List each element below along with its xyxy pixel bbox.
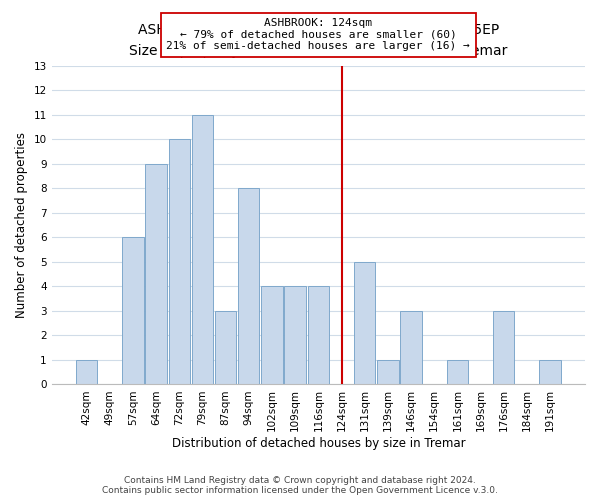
- Bar: [493, 311, 514, 384]
- Bar: [122, 238, 143, 384]
- Bar: [354, 262, 376, 384]
- Bar: [76, 360, 97, 384]
- Bar: [145, 164, 167, 384]
- Bar: [262, 286, 283, 384]
- X-axis label: Distribution of detached houses by size in Tremar: Distribution of detached houses by size …: [172, 437, 465, 450]
- Bar: [169, 140, 190, 384]
- Bar: [192, 115, 213, 384]
- Bar: [377, 360, 398, 384]
- Bar: [215, 311, 236, 384]
- Bar: [400, 311, 422, 384]
- Text: ASHBROOK: 124sqm
← 79% of detached houses are smaller (60)
21% of semi-detached : ASHBROOK: 124sqm ← 79% of detached house…: [166, 18, 470, 52]
- Bar: [308, 286, 329, 384]
- Y-axis label: Number of detached properties: Number of detached properties: [15, 132, 28, 318]
- Title: ASHBROOK, TREMAR COOMBE, LISKEARD, PL14 5EP
Size of property relative to detache: ASHBROOK, TREMAR COOMBE, LISKEARD, PL14 …: [129, 24, 508, 58]
- Bar: [447, 360, 468, 384]
- Text: Contains HM Land Registry data © Crown copyright and database right 2024.
Contai: Contains HM Land Registry data © Crown c…: [102, 476, 498, 495]
- Bar: [284, 286, 306, 384]
- Bar: [539, 360, 561, 384]
- Bar: [238, 188, 259, 384]
